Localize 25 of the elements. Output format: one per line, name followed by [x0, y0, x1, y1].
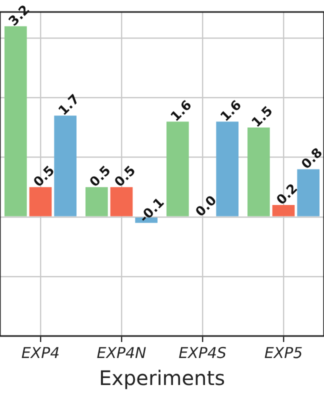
- bar: [29, 187, 52, 216]
- data-label: 0.2: [274, 181, 301, 208]
- data-label: 0.5: [112, 163, 139, 190]
- bar: [297, 169, 320, 216]
- bar: [85, 187, 108, 216]
- x-tick-label: EXP4S: [178, 344, 227, 362]
- data-label: 0.8: [298, 146, 324, 172]
- bar: [247, 128, 270, 216]
- bar: [4, 26, 27, 216]
- bar: [272, 204, 295, 216]
- bar: [110, 187, 133, 216]
- data-label: 1.5: [249, 104, 276, 131]
- bar: [166, 122, 189, 216]
- x-tick-label: EXP5: [264, 344, 303, 362]
- bar: [216, 122, 239, 216]
- data-label: 0.5: [87, 163, 114, 190]
- data-label: 1.6: [218, 98, 245, 125]
- x-tick-label: EXP4N: [96, 344, 146, 362]
- x-tick-label: EXP4: [21, 344, 60, 362]
- data-label: 1.6: [168, 98, 196, 125]
- data-label: 1.7: [56, 92, 83, 119]
- bar: [54, 116, 77, 216]
- x-axis-title: Experiments: [99, 366, 225, 390]
- data-label: 0.0: [193, 193, 220, 220]
- data-label: 0.5: [31, 163, 58, 190]
